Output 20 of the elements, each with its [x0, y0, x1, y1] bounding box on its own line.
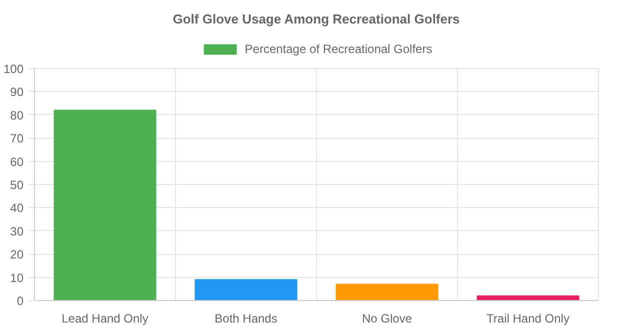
y-tick-label: 0	[16, 294, 24, 308]
y-tick-label: 40	[10, 201, 24, 216]
bar	[54, 110, 156, 300]
legend-label: Percentage of Recreational Golfers	[244, 42, 432, 56]
y-tick-label: 10	[10, 270, 24, 285]
y-tick-label: 80	[10, 108, 24, 122]
x-tick-label: Both Hands	[214, 312, 278, 326]
bar	[194, 279, 298, 300]
y-tick-label: 50	[10, 178, 24, 192]
y-tick-label: 90	[10, 85, 24, 100]
x-tick-label: No Glove	[362, 312, 412, 326]
chart-title: Golf Glove Usage Among Recreational Golfers	[172, 12, 460, 26]
y-tick-label: 100	[3, 62, 24, 76]
y-tick-label: 30	[10, 224, 24, 238]
bar	[336, 284, 438, 300]
x-tick-label: Lead Hand Only	[62, 312, 148, 326]
x-tick-label: Trail Hand Only	[486, 312, 570, 326]
y-tick-label: 60	[10, 154, 24, 169]
y-tick-label: 70	[10, 132, 24, 146]
y-tick-label: 20	[10, 248, 24, 262]
